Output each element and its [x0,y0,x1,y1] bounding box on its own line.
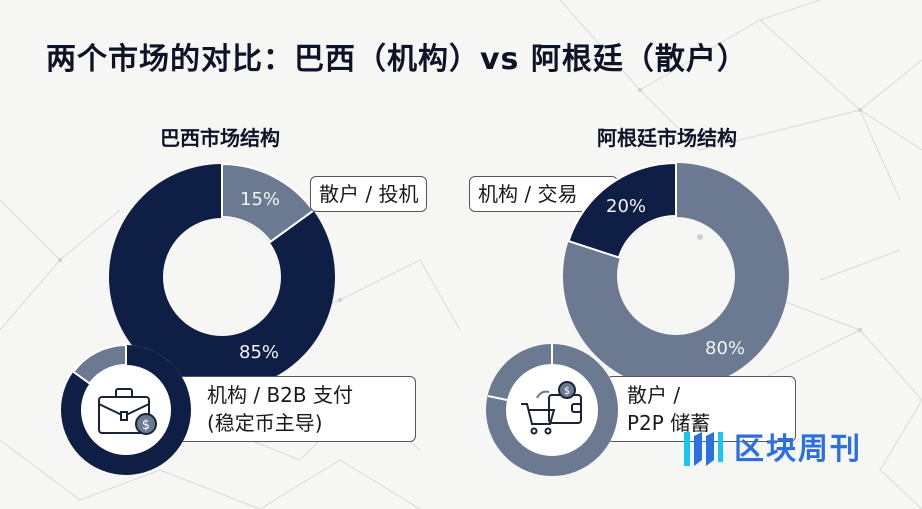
argentina-callout-line2: P2P 储蓄 [627,411,711,435]
brazil-callout-line1: 机构 / B2B 支付 [207,383,353,407]
argentina-subtitle: 阿根廷市场结构 [597,126,737,150]
brazil-pct-retail: 15% [240,189,281,210]
brazil-callout-line2: (稳定币主导) [207,411,323,435]
brazil-pct-institutional: 85% [239,342,280,363]
watermark-text: 区块周刊 [734,432,862,467]
argentina-callout-institutional-text: 机构 / 交易 [478,182,578,206]
watermark-logo-icon [684,432,723,466]
argentina-pct-institutional: 20% [606,196,647,217]
brazil-callout-retail: 散户 / 投机 [310,176,428,212]
brazil-callout-institutional: 机构 / B2B 支付 (稳定币主导) [176,376,416,442]
watermark: 区块周刊 [682,424,862,468]
briefcase-dollar-icon [98,388,157,435]
argentina-callout-line1: 散户 / [627,383,681,407]
page-title: 两个市场的对比：巴西（机构）vs 阿根廷（散户） [46,42,748,77]
cart-wallet-icon [521,381,582,435]
brazil-subtitle: 巴西市场结构 [160,126,280,150]
svg-text:$: $ [564,386,570,397]
brazil-callout-retail-text: 散户 / 投机 [319,182,419,206]
svg-text:$: $ [142,418,150,433]
argentina-pct-retail: 80% [705,338,746,359]
argentina-callout-institutional: 机构 / 交易 [469,176,619,212]
